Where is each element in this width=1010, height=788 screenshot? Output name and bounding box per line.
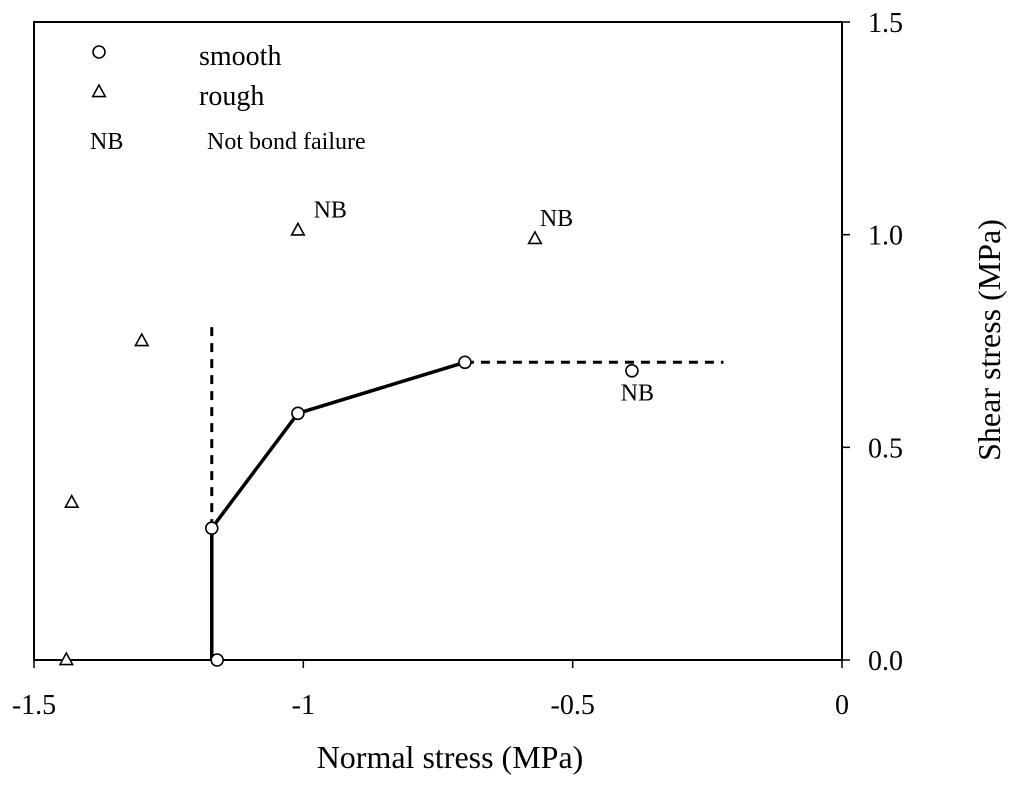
- legend-marker-smooth: [92, 45, 106, 59]
- legend-marker-rough: [91, 83, 107, 98]
- x-tick-label: -1: [292, 690, 315, 721]
- y-tick-label: 1.5: [868, 8, 903, 39]
- annotations: NB NB NB: [314, 198, 654, 407]
- nb-annotation: NB: [621, 381, 654, 407]
- smooth-point: [291, 406, 305, 421]
- smooth-point: [625, 363, 639, 378]
- y-axis-title: Shear stress (MPa): [971, 219, 1007, 461]
- y-tick-label: 1.0: [868, 221, 903, 252]
- data-points: [58, 221, 639, 667]
- legend-label-not-bond-failure: Not bond failure: [207, 129, 366, 155]
- rough-point: [290, 221, 306, 236]
- legend: smooth rough NB Not bond failure: [90, 41, 366, 155]
- legend-label-smooth: smooth: [199, 41, 281, 72]
- failure-envelope: [210, 323, 724, 660]
- rough-point: [527, 230, 543, 245]
- x-tick-label: -0.5: [551, 690, 595, 721]
- smooth-point: [210, 653, 224, 667]
- nb-annotation: NB: [540, 206, 573, 232]
- legend-label-rough: rough: [199, 81, 264, 112]
- smooth-point: [458, 355, 472, 370]
- rough-point: [58, 651, 74, 666]
- y-tick-label: 0.5: [868, 433, 903, 464]
- smooth-point: [204, 521, 219, 535]
- x-tick-label: -1.5: [12, 690, 56, 721]
- nb-annotation: NB: [314, 198, 347, 224]
- legend-marker-nb: NB: [90, 129, 123, 155]
- ticks-layer: -1.5 -1 -0.5 0 0.0 0.5 1.0 1.5: [12, 8, 903, 721]
- plot-frame: [33, 21, 843, 661]
- x-tick-label: 0: [835, 690, 849, 721]
- envelope-solid-line: [210, 360, 466, 660]
- rough-point: [64, 493, 80, 508]
- rough-point: [134, 332, 150, 347]
- y-tick-label: 0.0: [868, 646, 903, 677]
- x-axis-title: Normal stress (MPa): [317, 739, 584, 775]
